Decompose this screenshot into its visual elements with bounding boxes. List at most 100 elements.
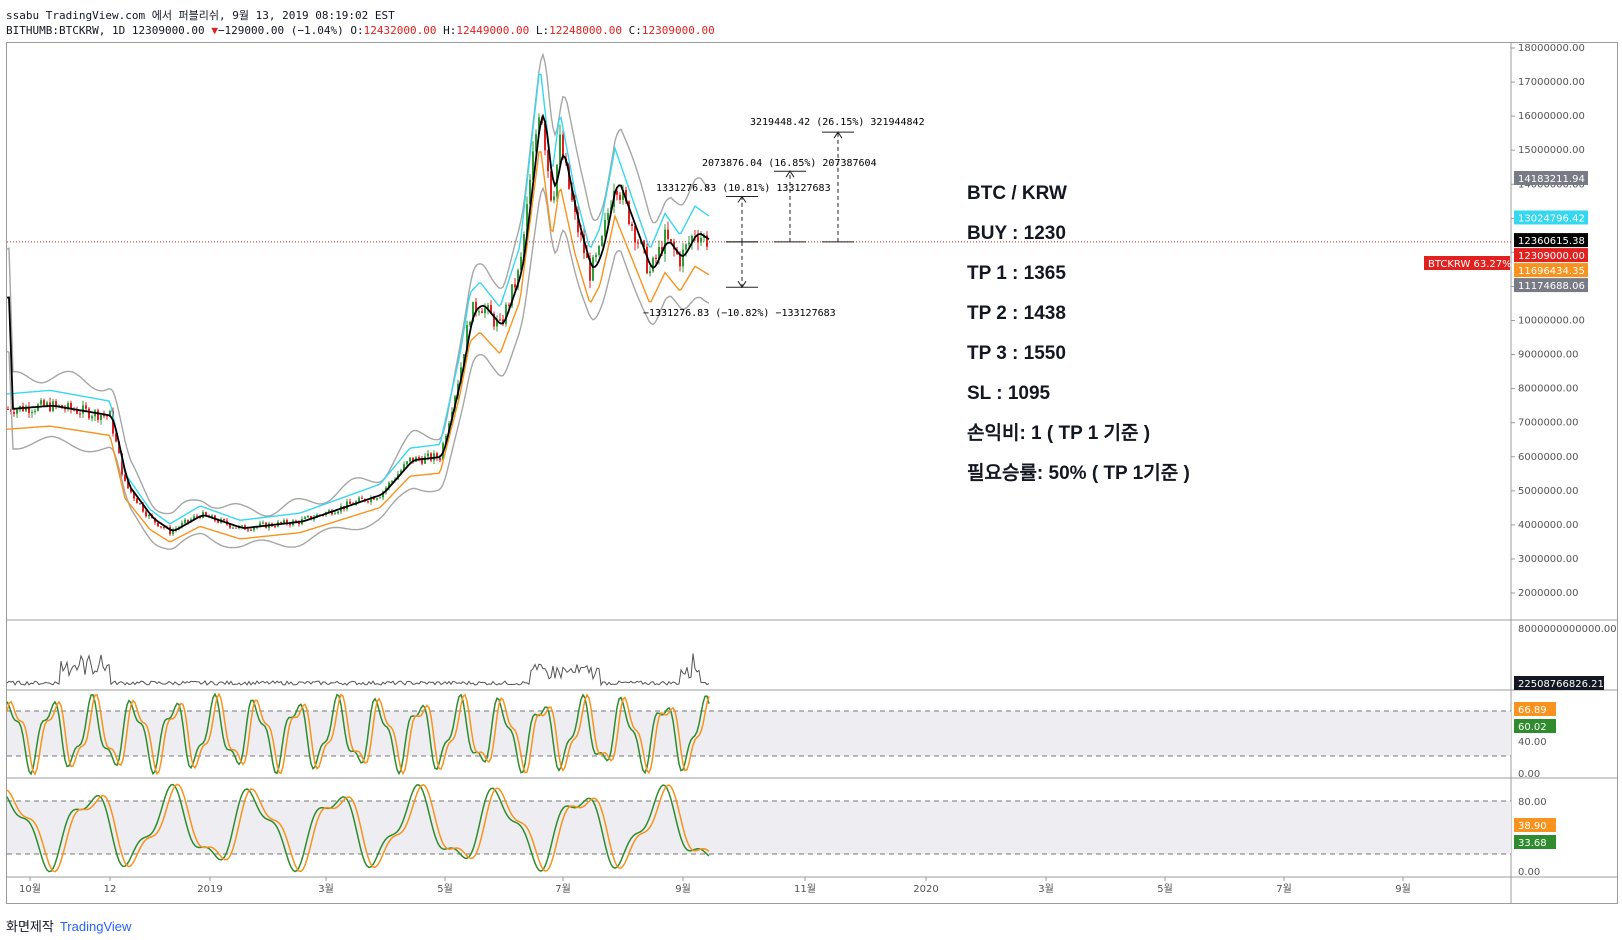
candle-body [685, 244, 687, 250]
candle-body [232, 527, 234, 529]
bollinger-lower-line [6, 186, 710, 550]
plan-tp3: TP 3 : 1550 [967, 343, 1066, 364]
time-tick-label: 5월 [437, 883, 453, 895]
candle-body [598, 245, 600, 255]
candle-body [358, 497, 360, 502]
measure-label-1: 1331276.83 (10.81%) 133127683 [656, 183, 831, 194]
measure-arrow-icon [737, 280, 747, 289]
price-tick-label: 15000000.00 [1518, 145, 1585, 156]
measure-arrow-icon [737, 195, 747, 203]
candle-body [538, 117, 540, 134]
candle-body [241, 525, 243, 527]
time-tick-label: 12 [104, 884, 117, 895]
candle-body [28, 406, 30, 414]
svg-text:22508766826.21: 22508766826.21 [1518, 679, 1604, 690]
candle-body [187, 519, 189, 522]
candle-body [550, 171, 552, 201]
candle-body [7, 409, 9, 411]
candle-body [262, 522, 264, 524]
svg-text:40.00: 40.00 [1518, 737, 1547, 748]
symbol-badge [1424, 256, 1510, 270]
price-tick-label: 16000000.00 [1518, 111, 1585, 122]
candle-body [517, 270, 519, 288]
candle-body [34, 410, 36, 412]
svg-text:33.68: 33.68 [1518, 838, 1547, 849]
candle-body [643, 240, 645, 247]
candle-body [211, 515, 213, 518]
time-tick-label: 2020 [913, 884, 938, 895]
candle-body [577, 211, 579, 233]
time-tick-label: 2019 [197, 884, 222, 895]
candle-body [634, 225, 636, 243]
plan-rr: 손익비: 1 ( TP 1 기준 ) [967, 422, 1150, 444]
candle-body [145, 511, 147, 517]
candle-body [349, 501, 351, 504]
osc2-d-line [6, 783, 710, 873]
candle-body [511, 284, 513, 306]
candle-body [409, 457, 411, 462]
candle-body [136, 498, 138, 504]
plan-tp2: TP 2 : 1438 [967, 303, 1066, 324]
svg-text:0.00: 0.00 [1518, 769, 1540, 780]
candle-body [583, 234, 585, 254]
price-tick-label: 10000000.00 [1518, 316, 1585, 327]
candle-body [625, 189, 627, 202]
candle-body [307, 515, 309, 518]
price-badges: 14183211.94 13024796.42 12360615.38 1230900… [1514, 171, 1588, 293]
candle-body [100, 415, 102, 420]
candle-body [547, 150, 549, 172]
price-axis[interactable]: 18000000.00 17000000.00 16000000.00 1500000… [1511, 43, 1585, 599]
change-label: −129000.00 (−1.04%) [217, 24, 344, 37]
candle-body [505, 304, 507, 325]
candle-body [472, 301, 474, 323]
measure-label-3: 3219448.42 (26.15%) 321944842 [750, 117, 925, 128]
candle-body [97, 410, 99, 420]
candle-body [691, 235, 693, 243]
candle-body [295, 520, 297, 522]
candle-body [157, 522, 159, 527]
candle-body [481, 311, 483, 314]
candle-body [697, 236, 699, 243]
price-tick-label: 4000000.00 [1518, 520, 1578, 531]
candle-body [169, 526, 171, 535]
price-badge-label: 11174688.06 [1518, 281, 1585, 292]
candle-body [115, 433, 117, 442]
svg-text:66.89: 66.89 [1518, 705, 1547, 716]
candle-body [46, 402, 48, 406]
price-tick-label: 7000000.00 [1518, 418, 1578, 429]
measure-arrow-icon [833, 131, 843, 139]
candle-body [139, 503, 141, 505]
candle-body [469, 322, 471, 325]
candle-body [289, 524, 291, 526]
volume-line [6, 653, 710, 687]
time-tick-label: 10월 [19, 883, 41, 895]
tradingview-logo-icon[interactable]: TradingView [59, 919, 132, 934]
candle-body [529, 179, 531, 205]
plan-buy: BUY : 1230 [967, 223, 1066, 244]
close-value: 12309000.00 [641, 24, 715, 37]
time-tick-label: 3월 [318, 883, 334, 895]
time-tick-label: 3월 [1038, 883, 1054, 895]
candle-body [58, 405, 60, 407]
candle-body [43, 400, 45, 406]
candle-body [478, 311, 480, 313]
candle-body [40, 400, 42, 405]
candle-body [412, 457, 414, 462]
candle-body [196, 516, 198, 518]
plan-tp1: TP 1 : 1365 [967, 263, 1066, 284]
time-axis[interactable]: 10월 12 2019 3월 5월 7월 9월 11월 2020 3월 5월 7월 9월 [19, 877, 1411, 895]
candle-body [79, 413, 81, 415]
chart-frame [6, 42, 1618, 904]
candle-body [562, 134, 564, 159]
price-badge-label: 12309000.00 [1518, 251, 1585, 262]
candle-body [328, 510, 330, 513]
footer-label: 화면제작 [6, 920, 54, 935]
candle-body [373, 497, 375, 500]
candle-body [163, 526, 165, 529]
candle-body [259, 523, 261, 527]
osc1-band [7, 711, 1511, 756]
candle-body [532, 151, 534, 180]
volume-axis-tick: 8000000000000.00 [1518, 624, 1617, 635]
candle-body [286, 520, 288, 525]
